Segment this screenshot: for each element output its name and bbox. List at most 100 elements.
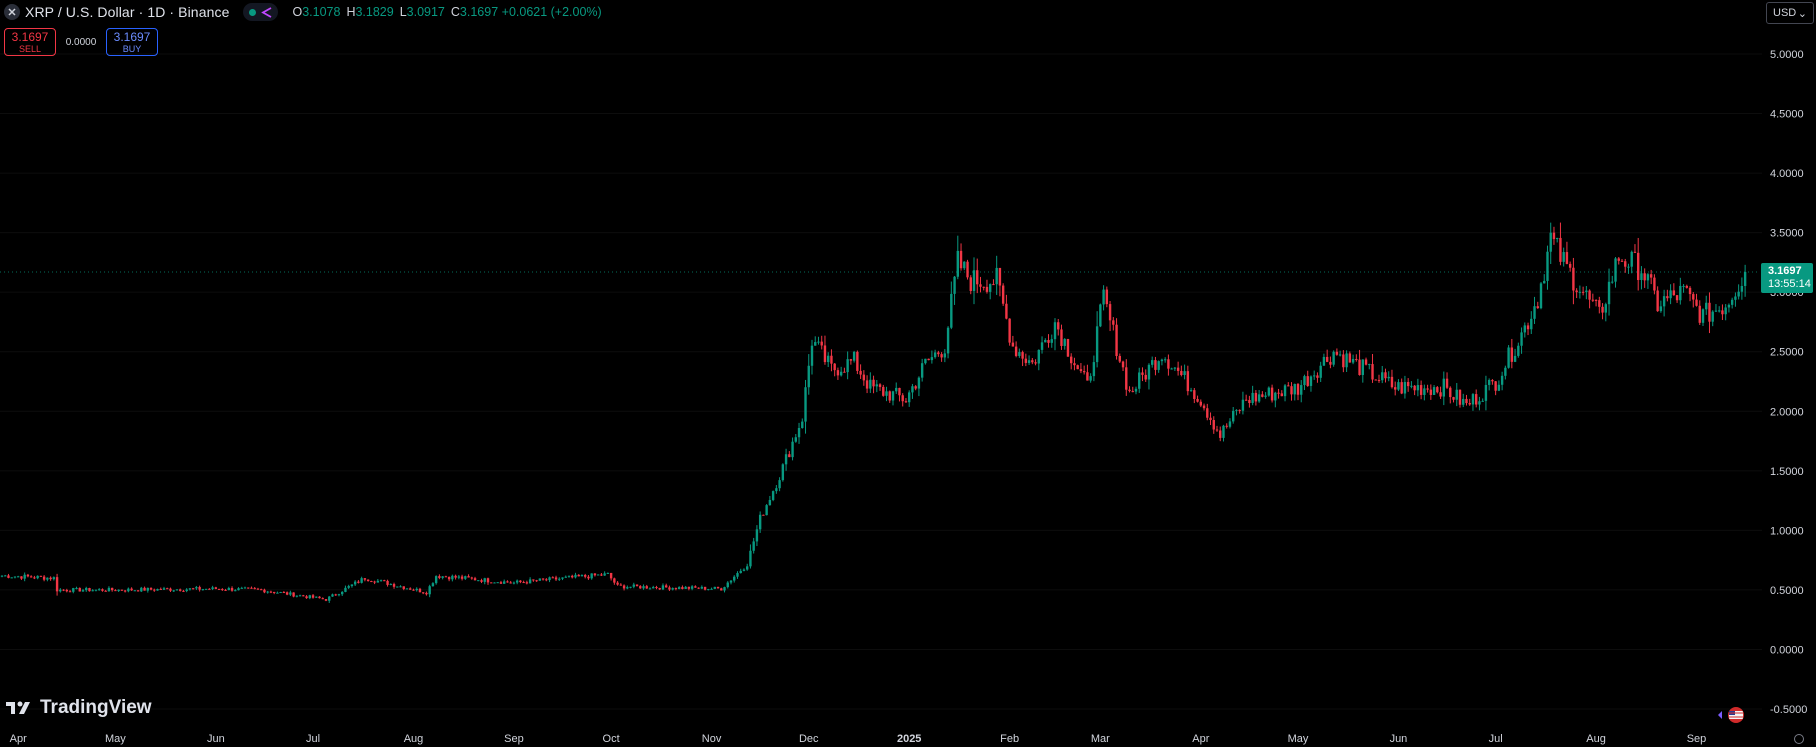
candle-body xyxy=(823,345,827,363)
candle-body xyxy=(911,386,914,393)
candle-body xyxy=(1277,392,1280,394)
candle-body xyxy=(564,576,567,578)
candle-body xyxy=(1669,290,1672,299)
candle-body xyxy=(946,327,950,354)
candle-body xyxy=(1611,281,1614,283)
candle-body xyxy=(1141,372,1144,375)
candle-body xyxy=(389,584,392,586)
candle-body xyxy=(373,581,376,583)
candle-body xyxy=(1202,405,1206,409)
candle-body xyxy=(17,576,20,578)
candle-body xyxy=(1617,258,1620,261)
candle-body xyxy=(328,596,331,601)
candle-body xyxy=(130,588,133,591)
time-axis[interactable]: Apr May Jun Jul Aug Sep Oct Nov Dec 2025 Feb Mar Apr… xyxy=(10,733,1707,745)
candle-body xyxy=(920,363,924,378)
close-icon[interactable] xyxy=(4,4,20,20)
price-axis[interactable]: 5.00004.50004.00003.50003.00002.50002.00… xyxy=(1770,49,1807,716)
candle-body xyxy=(230,588,234,591)
candle-body xyxy=(1086,372,1089,381)
candle-body xyxy=(898,387,901,396)
flag-icon[interactable] xyxy=(1716,706,1752,724)
candle-body xyxy=(1494,381,1497,391)
candle-body xyxy=(1481,400,1484,402)
candle-body xyxy=(1008,318,1011,343)
currency-select[interactable]: USD ⌄ xyxy=(1766,2,1814,24)
candle-body xyxy=(1345,353,1348,368)
candle-body xyxy=(775,488,778,492)
candle-body xyxy=(690,586,694,589)
candle-body xyxy=(1186,371,1190,392)
symbol-title[interactable]: XRP / U.S. Dollar · 1D · Binance xyxy=(25,4,230,20)
candle-body xyxy=(972,270,976,291)
candle-body xyxy=(635,584,639,587)
candle-body xyxy=(422,592,425,594)
candle-body xyxy=(506,581,509,583)
time-tick-label: Aug xyxy=(404,733,424,745)
candle-body xyxy=(162,588,166,590)
candle-body xyxy=(1125,367,1128,390)
time-tick-label: Feb xyxy=(1000,733,1019,745)
candle-body xyxy=(1543,280,1546,284)
candle-body xyxy=(98,589,101,591)
candle-body xyxy=(1267,387,1271,396)
candle-body xyxy=(1180,370,1183,376)
candle-body xyxy=(321,598,324,600)
candle-body xyxy=(992,284,995,286)
candle-body xyxy=(1244,399,1248,401)
candle-body xyxy=(1335,351,1339,355)
candle-body xyxy=(26,574,30,577)
candle-body xyxy=(72,588,75,592)
candle-body xyxy=(1614,258,1617,282)
candle-body xyxy=(1092,362,1096,377)
candle-body xyxy=(221,589,224,591)
candle-body xyxy=(146,587,149,591)
candle-body xyxy=(1471,394,1475,405)
candle-body xyxy=(571,575,574,578)
candle-body xyxy=(985,286,989,292)
candle-body xyxy=(739,570,742,574)
candle-body xyxy=(525,582,529,584)
candle-body xyxy=(214,587,218,589)
candle-body xyxy=(1222,425,1225,438)
tradingview-logo[interactable]: TradingView xyxy=(6,697,152,719)
candle-body xyxy=(746,566,749,570)
candle-body xyxy=(1487,380,1491,385)
candle-body xyxy=(538,578,542,581)
candle-body xyxy=(509,582,512,584)
candle-body xyxy=(1364,359,1368,365)
candle-body xyxy=(807,365,810,388)
settings-icon[interactable] xyxy=(1794,734,1804,744)
candle-body xyxy=(1478,401,1481,405)
candle-body xyxy=(1290,386,1293,395)
candle-body xyxy=(110,587,114,591)
candle-body xyxy=(1018,352,1021,356)
candle-body xyxy=(1115,324,1118,356)
candle-body xyxy=(1066,339,1070,357)
candle-body xyxy=(402,586,405,589)
candle-body xyxy=(959,250,963,269)
candle-body xyxy=(707,589,710,591)
trade-panel: 3.1697 SELL 0.0000 3.1697 BUY xyxy=(4,28,158,56)
candle-body xyxy=(1251,392,1254,403)
candle-body xyxy=(253,588,256,590)
candle-body xyxy=(1604,304,1607,313)
market-status[interactable] xyxy=(243,3,279,21)
candle-body xyxy=(613,578,616,583)
candle-body xyxy=(616,582,619,585)
candle-body xyxy=(1338,354,1342,356)
buy-button[interactable]: 3.1697 BUY xyxy=(106,28,158,56)
candle-body xyxy=(91,590,94,592)
candle-body xyxy=(1014,346,1018,356)
candle-body xyxy=(20,576,23,579)
candle-body xyxy=(386,580,389,585)
candle-body xyxy=(1627,266,1630,268)
candle-body xyxy=(1121,361,1125,368)
candle-body xyxy=(515,580,519,583)
candle-body xyxy=(1743,271,1747,286)
currency-value: USD xyxy=(1773,7,1797,19)
sell-button[interactable]: 3.1697 SELL xyxy=(4,28,56,56)
candle-body xyxy=(1034,362,1037,364)
candle-body xyxy=(347,586,350,588)
